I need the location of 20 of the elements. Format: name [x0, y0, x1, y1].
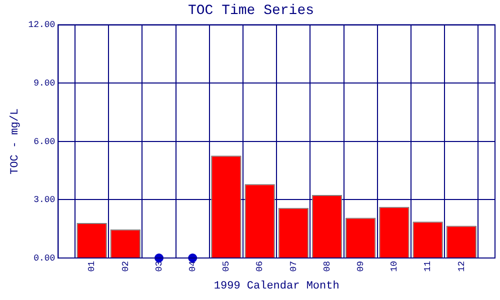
x-tick-label: 04: [188, 261, 198, 272]
y-tick-label: 12.00: [28, 20, 56, 30]
y-tick-label: 6.00: [34, 136, 56, 147]
y-tick-label: 9.00: [34, 78, 56, 88]
x-tick-label: 10: [390, 261, 400, 272]
x-tick-label: 03: [154, 261, 164, 272]
y-tick-label: 3.00: [34, 195, 56, 206]
x-tick-label: 06: [255, 261, 266, 272]
x-tick-label: 07: [288, 261, 299, 272]
y-tick-label: 0.00: [34, 253, 56, 264]
x-tick-label: 02: [120, 261, 131, 272]
x-axis-title: 1999 Calendar Month: [214, 280, 340, 292]
x-tick-label: 01: [87, 261, 98, 272]
y-axis-title: TOC - mg/L: [10, 108, 22, 174]
x-tick-label: 09: [356, 261, 366, 272]
x-tick-label: 11: [423, 261, 434, 272]
x-tick-label: 05: [222, 261, 232, 272]
x-tick-label: 12: [456, 261, 467, 272]
x-tick-label: 08: [322, 261, 332, 272]
chart-title: TOC Time Series: [188, 3, 314, 20]
